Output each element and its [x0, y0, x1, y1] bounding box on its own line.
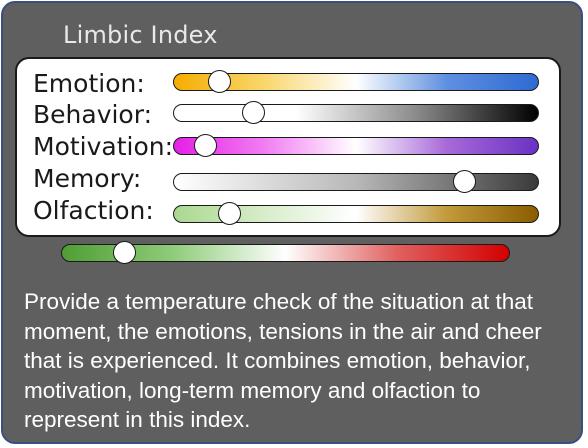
motivation-slider-thumb[interactable]: [194, 134, 218, 157]
index-panel: Emotion: Behavior: Motivation: Memory: O…: [15, 57, 561, 237]
overall-index-slider-thumb[interactable]: [112, 241, 136, 264]
emotion-slider-thumb[interactable]: [208, 70, 231, 93]
motivation-label: Motivation:: [33, 132, 174, 161]
card-title: Limbic Index: [63, 21, 218, 49]
memory-label: Memory:: [33, 164, 142, 193]
memory-slider-thumb[interactable]: [452, 170, 476, 193]
index-description: Provide a temperature check of the situa…: [24, 289, 542, 432]
emotion-slider[interactable]: [173, 70, 539, 93]
behavior-slider[interactable]: [173, 101, 539, 124]
behavior-label: Behavior:: [33, 100, 152, 129]
olfaction-slider[interactable]: [173, 202, 539, 225]
memory-slider[interactable]: [173, 170, 539, 193]
emotion-label: Emotion:: [33, 69, 145, 98]
olfaction-slider-thumb[interactable]: [218, 202, 242, 225]
overall-index-slider[interactable]: [61, 241, 510, 264]
motivation-slider[interactable]: [173, 134, 539, 157]
limbic-index-card: Limbic Index Emotion: Behavior: Motivati…: [1, 1, 583, 444]
olfaction-label: Olfaction:: [33, 196, 154, 225]
behavior-slider-thumb[interactable]: [242, 101, 265, 124]
